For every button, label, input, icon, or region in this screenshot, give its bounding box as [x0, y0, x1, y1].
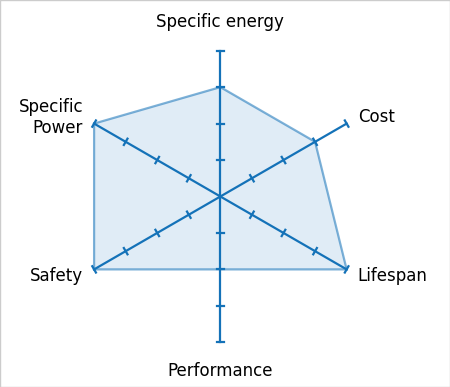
Polygon shape [94, 87, 346, 269]
Text: Lifespan: Lifespan [358, 267, 427, 285]
Text: Safety: Safety [30, 267, 83, 285]
Text: Specific energy: Specific energy [157, 13, 284, 31]
Text: Cost: Cost [358, 108, 395, 126]
Text: Specific
Power: Specific Power [18, 98, 83, 137]
Text: Performance: Performance [167, 362, 273, 380]
